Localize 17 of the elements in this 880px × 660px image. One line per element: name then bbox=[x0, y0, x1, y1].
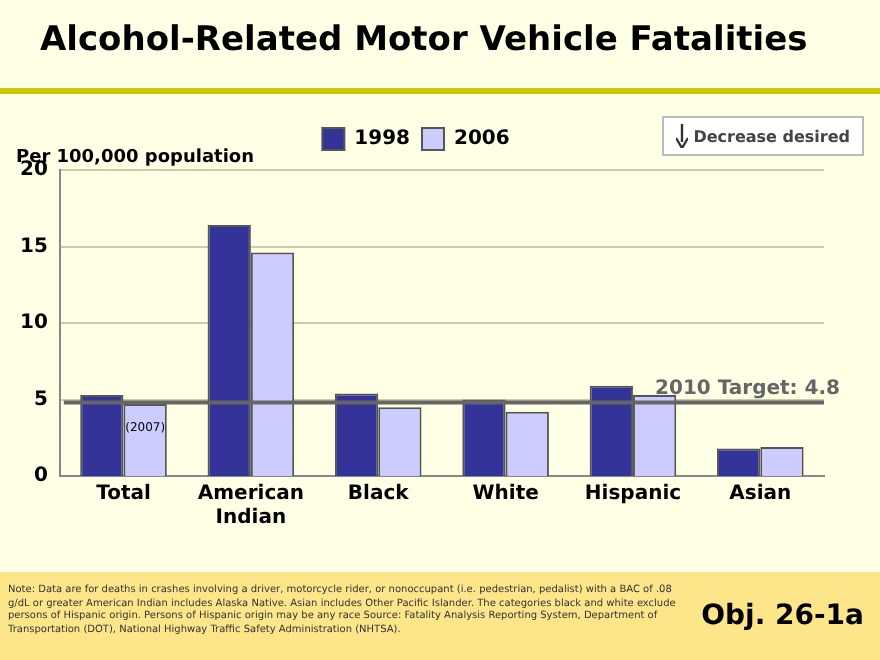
chart-title: Alcohol-Related Motor Vehicle Fatalities bbox=[40, 20, 808, 60]
x-tick-label: American Indian bbox=[197, 483, 304, 530]
legend-label: 1998 bbox=[354, 128, 411, 151]
text: Obj. 26-1a bbox=[701, 600, 864, 632]
x-tick-label: Hispanic bbox=[584, 483, 682, 506]
y-tick-label: 0 bbox=[33, 465, 48, 488]
ref-line-label: 2010 Target: 4.8 bbox=[655, 377, 841, 400]
y-tick-label: 5 bbox=[33, 388, 48, 411]
x-tick-label: Asian bbox=[729, 483, 792, 506]
y-tick-label: 10 bbox=[19, 312, 48, 335]
x-tick-label: White bbox=[472, 483, 540, 506]
y-tick-label: 15 bbox=[19, 235, 48, 258]
legend-label: 2006 bbox=[454, 128, 510, 151]
x-tick-label: Total bbox=[96, 483, 151, 506]
y-tick-label: 20 bbox=[19, 159, 48, 182]
x-tick-label: Black bbox=[347, 483, 410, 506]
text: Decrease desired bbox=[693, 127, 850, 145]
